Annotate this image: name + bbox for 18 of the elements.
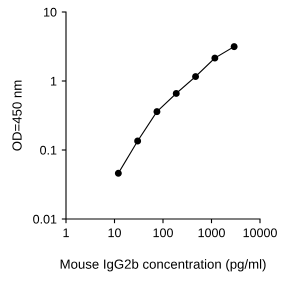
point [114,170,122,177]
x-tick-label: 1000 [198,228,225,238]
point [172,90,180,97]
point [153,108,160,116]
y-axis-title: OD=450 nm [12,80,22,151]
point [192,73,200,80]
x-tick-label: 100 [154,228,173,238]
y-tick-label: 10 [44,8,56,17]
x-tick-label: 1 [63,228,69,238]
y-tick-label: 1 [50,76,56,86]
point [211,54,218,62]
x-axis-title: Mouse IgG2b concentration (pg/ml) [60,259,266,272]
y-tick-label: 0.1 [40,146,56,155]
x-tick-label: 10000 [244,228,277,238]
x-tick-label: 10 [108,228,121,238]
point [230,43,238,50]
point [134,138,142,144]
y-tick-label: 0.01 [33,214,56,224]
